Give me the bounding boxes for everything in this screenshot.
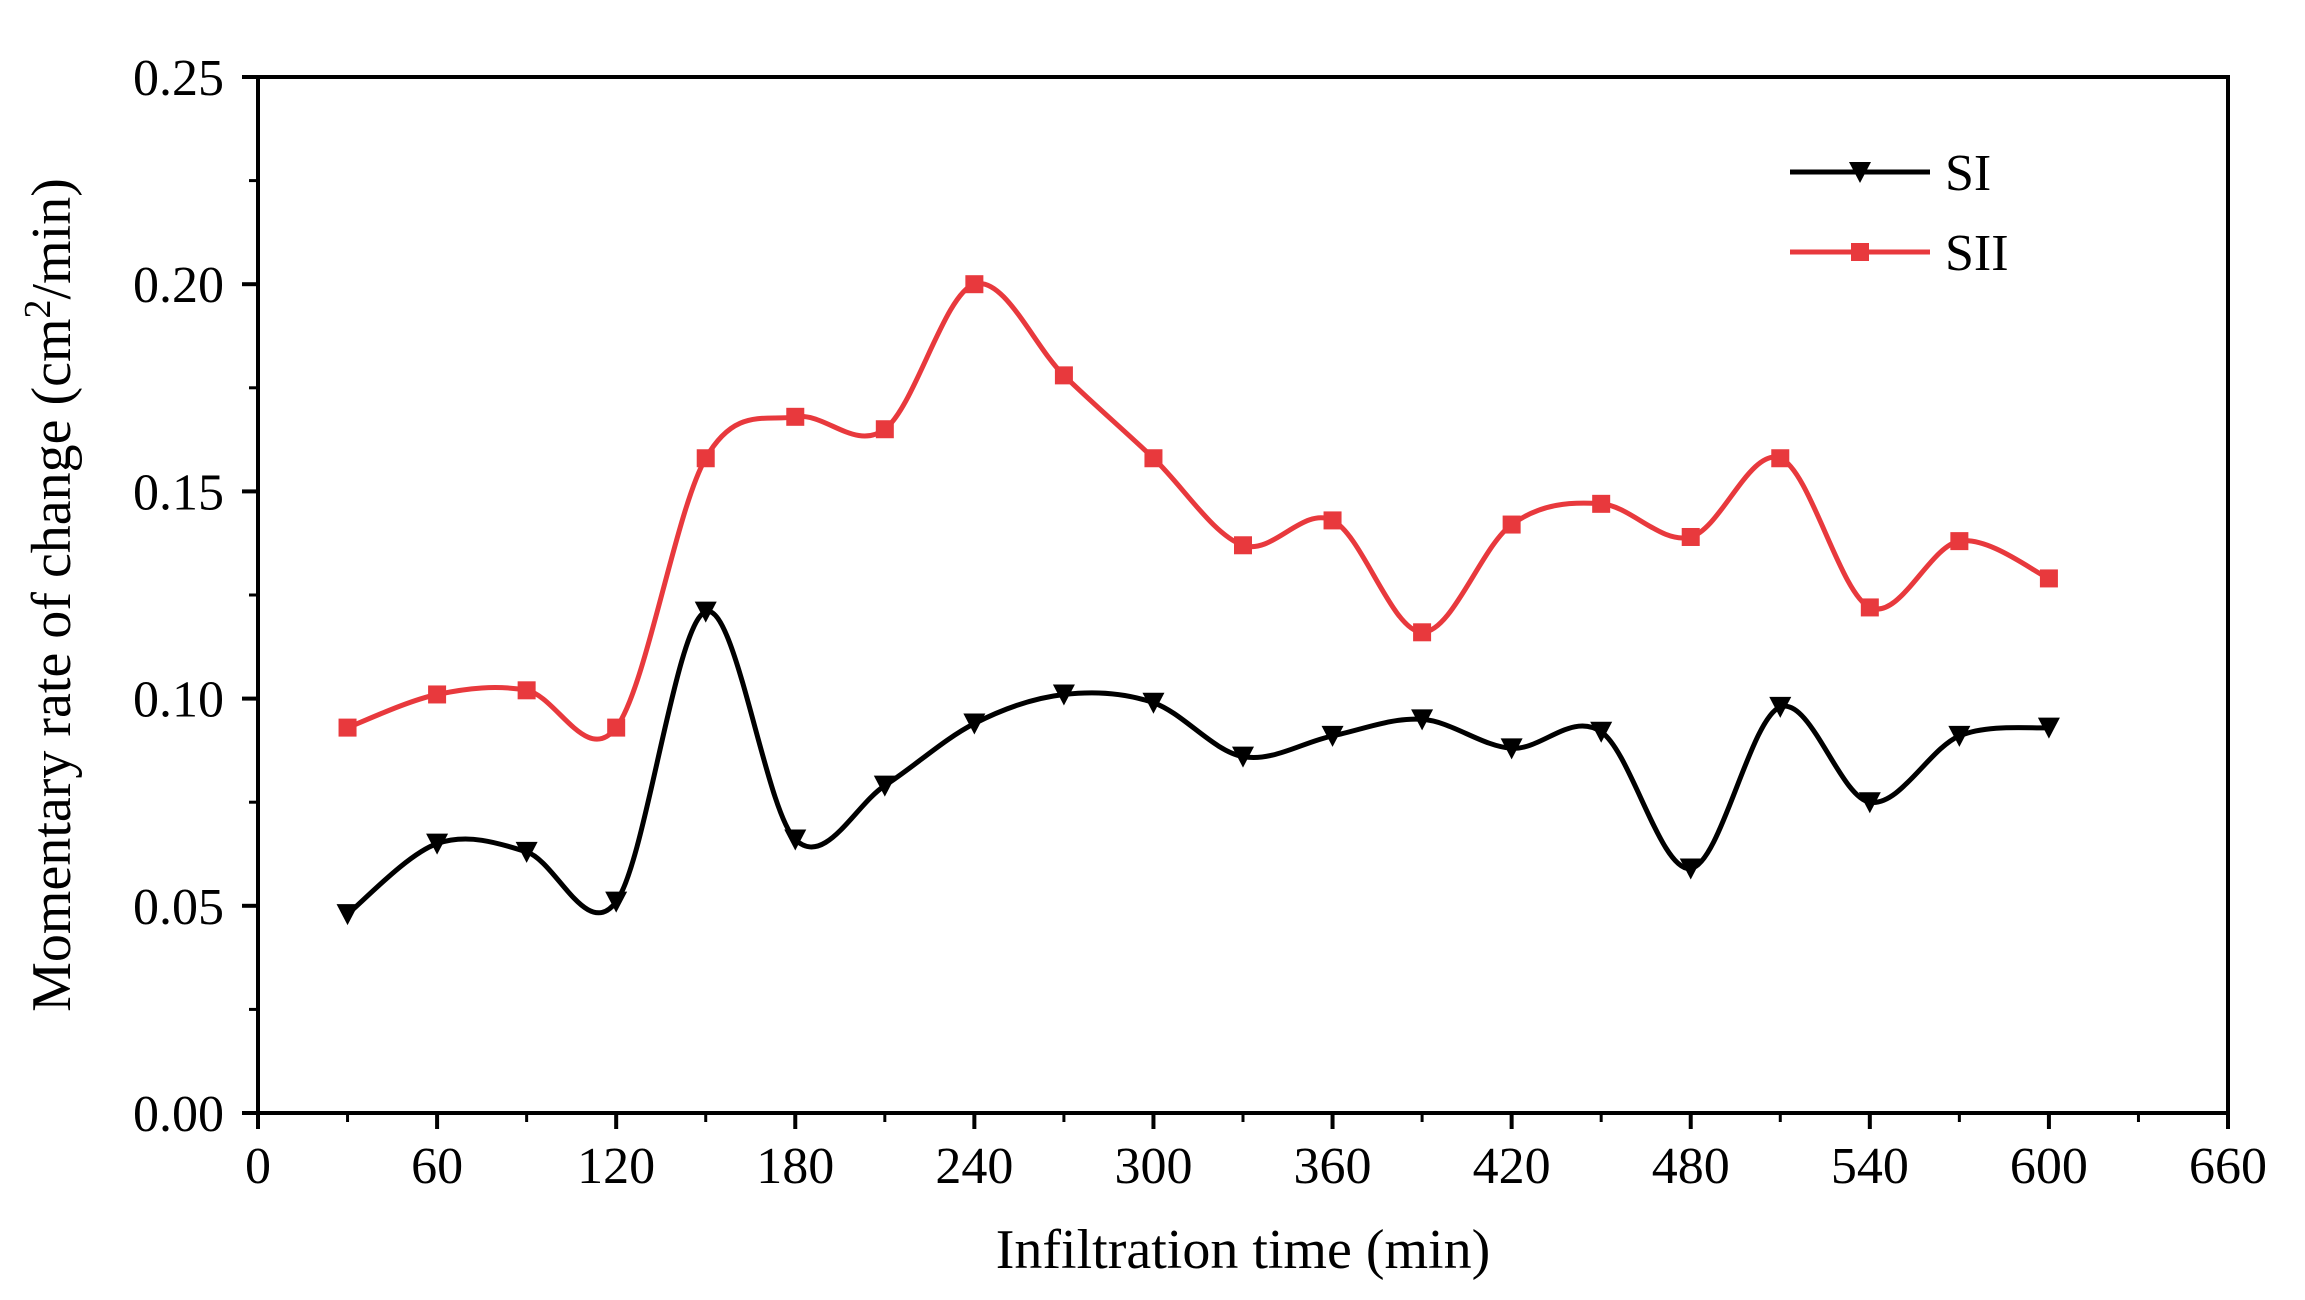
data-point-sii	[1950, 532, 1969, 551]
data-point-sii	[1323, 511, 1342, 530]
x-tick-label: 180	[756, 1138, 834, 1195]
data-point-si	[694, 601, 717, 623]
series-line-si	[345, 609, 2050, 917]
x-tick-label: 60	[411, 1138, 463, 1195]
data-point-si	[963, 713, 986, 735]
legend-item-si: SI	[1790, 145, 1991, 202]
data-point-sii	[1860, 598, 1879, 617]
data-point-si	[1142, 692, 1165, 714]
data-point-si	[1769, 696, 1792, 718]
data-point-si	[515, 841, 538, 863]
y-axis-title-suffix: /min)	[21, 178, 83, 299]
x-tick-label: 600	[2010, 1138, 2088, 1195]
plot-frame	[256, 75, 2230, 1115]
data-point-si	[426, 833, 449, 855]
x-tick-label: 360	[1294, 1138, 1372, 1195]
y-tick-label: 0.05	[133, 879, 224, 936]
x-tick-label: 480	[1652, 1138, 1730, 1195]
data-point-sii	[1413, 623, 1432, 642]
series-layer	[336, 275, 2060, 926]
data-point-si	[1411, 709, 1434, 731]
data-point-sii	[1234, 536, 1252, 555]
data-point-si	[1052, 684, 1075, 706]
series-line-sii	[346, 281, 2050, 742]
axes: 0 60 120 180 240 300 360 420 480 540 600 660 0.00 0.0…	[133, 50, 2267, 1195]
legend-label-si: SI	[1945, 145, 1991, 202]
y-tick-label: 0.00	[133, 1086, 224, 1143]
data-point-si	[1948, 725, 1971, 747]
x-tick-label: 300	[1114, 1138, 1192, 1195]
data-point-sii	[1502, 515, 1521, 534]
data-point-si	[2037, 717, 2060, 739]
data-point-si	[1321, 725, 1344, 747]
data-point-si	[784, 829, 807, 851]
legend-label-sii: SII	[1945, 225, 2009, 282]
data-point-si	[1858, 792, 1881, 814]
y-axis-title-main: Momentary rate of change (cm	[21, 318, 83, 1011]
legend-item-sii: SII	[1790, 225, 2009, 282]
x-tick-label: 0	[245, 1138, 271, 1195]
data-point-sii	[1771, 449, 1790, 468]
data-point-sii	[1054, 366, 1073, 385]
data-point-sii	[965, 275, 984, 294]
data-point-sii	[1144, 449, 1163, 468]
x-tick-label: 420	[1473, 1138, 1551, 1195]
data-point-si	[1500, 738, 1523, 760]
series-sii	[338, 275, 2058, 742]
data-point-sii	[607, 718, 626, 737]
data-point-si	[336, 904, 359, 926]
x-tick-label: 240	[935, 1138, 1013, 1195]
data-point-sii	[786, 407, 805, 426]
data-point-si	[1232, 746, 1254, 768]
data-point-sii	[517, 681, 536, 700]
data-point-si	[873, 775, 896, 797]
legend: SI SII	[1790, 145, 2009, 282]
data-point-si	[605, 891, 628, 913]
data-point-sii	[1592, 494, 1611, 513]
data-point-sii	[875, 420, 894, 439]
y-tick-label: 0.15	[133, 464, 224, 521]
x-tick-label: 540	[1831, 1138, 1909, 1195]
y-tick-label: 0.20	[133, 257, 224, 314]
y-axis-title: Momentary rate of change (cm2/min)	[17, 178, 83, 1012]
y-tick-label: 0.25	[133, 50, 224, 107]
y-axis-title-superscript: 2	[17, 299, 59, 318]
data-point-sii	[1681, 527, 1700, 546]
x-tick-label: 120	[577, 1138, 655, 1195]
data-point-si	[1679, 858, 1702, 880]
legend-marker-sii	[1851, 243, 1869, 261]
x-tick-label: 660	[2189, 1138, 2267, 1195]
legend-marker-si	[1849, 162, 1871, 183]
data-point-si	[1590, 721, 1613, 743]
series-si	[336, 601, 2060, 926]
x-axis-title: Infiltration time (min)	[996, 1219, 1491, 1281]
data-point-sii	[2039, 569, 2058, 588]
data-point-sii	[428, 685, 447, 704]
data-point-sii	[338, 718, 357, 737]
y-tick-label: 0.10	[133, 672, 224, 729]
data-point-sii	[696, 449, 715, 468]
